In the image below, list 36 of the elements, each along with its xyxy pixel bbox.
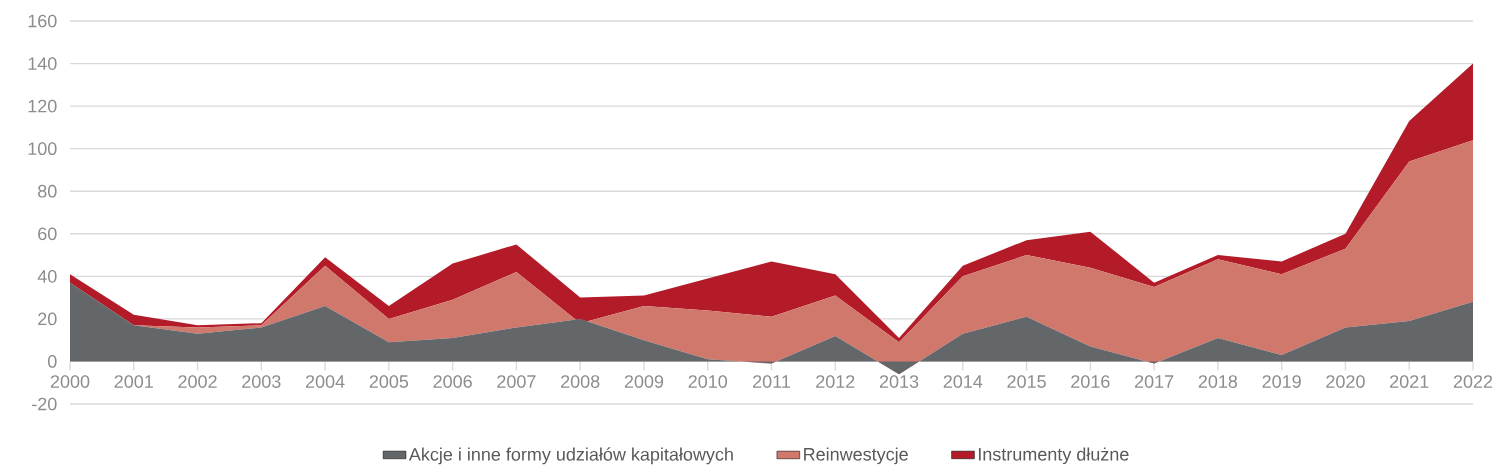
- y-tick-label: -20: [32, 397, 57, 411]
- y-tick-label: 0: [48, 355, 57, 368]
- x-tick-label: 2006: [433, 375, 472, 388]
- x-tick-label: 2021: [1390, 375, 1429, 388]
- x-tick-label: 2016: [1071, 375, 1110, 388]
- x-tick-label: 2022: [1453, 375, 1493, 388]
- x-tick-label: 2004: [305, 375, 345, 388]
- x-tick-label: 2020: [1326, 375, 1365, 388]
- x-tick-label: 2011: [753, 375, 790, 388]
- x-tick-label: 2019: [1262, 375, 1301, 388]
- x-tick-label: 2003: [242, 375, 281, 388]
- x-tick-label: 2000: [50, 375, 90, 388]
- legend-label: Reinwestycje: [804, 447, 908, 465]
- x-tick-label: 2002: [178, 375, 217, 388]
- y-tick-label: 120: [28, 99, 57, 113]
- x-tick-label: 2015: [1007, 375, 1046, 388]
- x-tick-label: 2009: [624, 375, 664, 388]
- legend-label: Akcje i inne formy udziałów kapitałowych: [408, 447, 733, 465]
- x-tick-label: 2008: [561, 375, 600, 388]
- x-tick-label: 2012: [816, 375, 855, 388]
- legend-label: Instrumenty dłużne: [978, 447, 1129, 465]
- y-tick-label: 80: [38, 184, 57, 198]
- y-tick-label: 160: [28, 14, 57, 28]
- x-tick-label: 2017: [1135, 375, 1174, 388]
- y-tick-label: 100: [28, 142, 57, 156]
- y-tick-label: 20: [38, 312, 57, 326]
- y-tick-label: 140: [28, 57, 57, 70]
- y-tick-label: 40: [37, 269, 57, 283]
- y-tick-label: 60: [38, 227, 57, 241]
- x-tick-label: 2001: [114, 375, 153, 388]
- x-tick-label: 2013: [879, 375, 919, 388]
- x-tick-label: 2005: [369, 375, 409, 388]
- x-tick-label: 2010: [688, 375, 728, 388]
- x-tick-label: 2007: [497, 375, 536, 388]
- x-tick-label: 2014: [943, 375, 983, 388]
- x-tick-label: 2018: [1198, 375, 1238, 388]
